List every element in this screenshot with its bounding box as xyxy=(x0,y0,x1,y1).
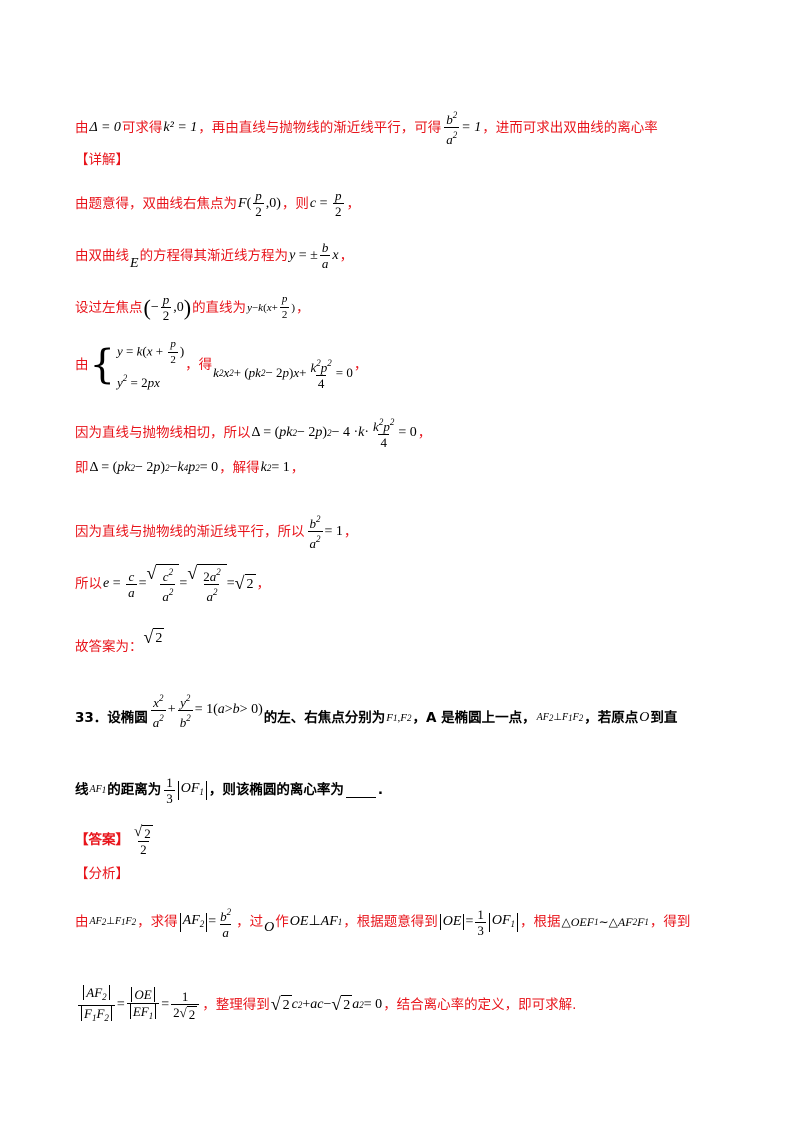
math-E: E xyxy=(130,255,139,271)
text: ，结合离心率的定义，即可求解. xyxy=(383,997,577,1013)
answer-blank xyxy=(345,783,376,798)
analysis-line-11: 由 AF 2 ⊥ F 1 F 2 ，求得 AF2 = b2 a ，过 O 作 OE ⊥ AF 1 ，… xyxy=(75,905,760,940)
text: 由双曲线 xyxy=(75,247,129,264)
eq-one: = 1 xyxy=(461,119,482,135)
text: ，若原点 xyxy=(584,710,639,726)
text: ，根据 xyxy=(520,914,561,930)
text: ，过 xyxy=(236,914,264,930)
math-k-squared: k² = 1 xyxy=(163,119,198,135)
text: ， xyxy=(290,460,305,476)
text: ， xyxy=(353,357,368,373)
detail-line-9: 所以 e = c a = √ c2 a2 = √ 2a2 a2 = √ 2 ， xyxy=(75,564,760,604)
text: 即 xyxy=(75,460,89,476)
math-b2-a2: b2 a2 = 1 xyxy=(444,110,482,147)
text: ， xyxy=(296,299,310,316)
heading: 【分析】 xyxy=(75,866,129,882)
math-line: y − k(x + p 2) xyxy=(247,293,296,321)
text: 的距离为 xyxy=(107,782,162,798)
analysis-line-12: AF2 F1F2 = OE EF1 = 1 2 √ 2 ，整理得到 √ 2 c 2 + ac − √ 2 a… xyxy=(75,984,760,1026)
text: ，整理得到 xyxy=(202,997,270,1013)
analysis-line-1: 由 Δ = 0 可求得 k² = 1 ，再由直线与抛物线的渐近线平行，可得 b2… xyxy=(75,108,760,147)
text: 由题意得，双曲线右焦点为 xyxy=(75,195,237,212)
answer-label: 【答案】 xyxy=(75,832,129,848)
math-perp: AF 2 ⊥ F 1 F 2 xyxy=(536,712,584,723)
question-33-line-2: 线 AF 1 的距离为 1 3 OF1 ，则该椭圆的离心率为 . xyxy=(75,775,760,806)
text: ，再由直线与抛物线的渐近线平行，可得 xyxy=(198,119,442,136)
heading: 【详解】 xyxy=(75,152,129,168)
text: ，得 xyxy=(185,357,213,373)
math-eccentricity: e = c a = √ c2 a2 = √ 2a2 a2 = √ 2 xyxy=(103,563,256,604)
text: 设过左焦点 xyxy=(75,299,143,316)
text: 由 xyxy=(75,914,89,930)
text: ，求得 xyxy=(137,914,178,930)
text: 所以 xyxy=(75,576,102,592)
text: ，根据题意得到 xyxy=(343,914,438,930)
text: 故答案为： xyxy=(75,638,143,655)
detail-line-4: 设过左焦点 (− p 2,0) 的直线为 y − k(x + p 2) ， xyxy=(75,292,760,323)
math-equation: √ 2 c 2 + ac − √ 2 a 2 = 0 xyxy=(270,993,383,1014)
math-answer-value: √ 2 2 xyxy=(134,823,153,857)
detail-line-10: 故答案为： √ 2 xyxy=(75,628,760,657)
math-similar: △ OEF 1 ∼△ AF 2 F 1 xyxy=(561,915,649,929)
math-OE-eq: OE = 1 3 OF1 xyxy=(439,907,519,938)
answer-line: 【答案】 √ 2 2 xyxy=(75,820,760,860)
text: ， xyxy=(346,195,361,212)
math-ellipse: x2 a2 + y2 b2 = 1(a > b > 0) xyxy=(150,692,263,730)
text: ， xyxy=(256,576,271,592)
math-discriminant: Δ = (pk 2 − 2 p) 2 − 4 · k · k2p2 4 = 0 xyxy=(251,417,417,450)
math-AF2: AF2 = b2 a xyxy=(179,905,236,940)
text: . xyxy=(377,782,384,798)
text: 由 xyxy=(75,119,89,136)
text: ，进而可求出双曲线的离心率 xyxy=(482,119,658,136)
math-delta-zero: Δ = 0 xyxy=(89,119,121,135)
math-O-2: O xyxy=(264,920,275,935)
text: 因为直线与抛物线的渐近线平行，所以 xyxy=(75,523,305,540)
math-ratio: AF2 F1F2 = OE EF1 = 1 2 √ 2 xyxy=(76,984,201,1026)
math-system: { y = k(x + p 2) y2 = 2px xyxy=(89,338,185,390)
text: ， xyxy=(343,523,358,540)
text: 的方程得其渐近线方程为 xyxy=(139,247,289,264)
text: ，A 是椭圆上一点， xyxy=(412,710,536,726)
detail-line-3: 由双曲线 E 的方程得其渐近线方程为 y = ± b a x ， xyxy=(75,240,760,271)
math-AF1: AF 1 xyxy=(89,784,107,795)
text: 由 xyxy=(75,357,89,373)
text: 到直 xyxy=(650,710,678,726)
math-focus: F(p 2,0) xyxy=(238,188,281,219)
text: 的左、右焦点分别为 xyxy=(263,710,386,726)
math-distance: 1 3 OF1 xyxy=(162,775,208,806)
text: ， xyxy=(417,424,432,441)
text: ，得到 xyxy=(649,914,691,930)
math-O: O xyxy=(639,710,650,725)
detail-line-8: 因为直线与抛物线的渐近线平行，所以 b2 a2 = 1 ， xyxy=(75,512,760,551)
text: 因为直线与抛物线相切，所以 xyxy=(75,424,251,441)
text: 可求得 xyxy=(121,119,163,136)
text: ， xyxy=(339,247,354,264)
math-asymptote: y = ± b a x xyxy=(289,240,339,271)
detail-line-6: 因为直线与抛物线相切，所以 Δ = (pk 2 − 2 p) 2 − 4 · k · k… xyxy=(75,415,760,450)
text: 线 xyxy=(75,782,89,798)
math-perp-2: AF 2 ⊥ F 1 F 2 xyxy=(89,916,137,927)
question-number: 33．设椭圆 xyxy=(75,710,148,726)
analysis-heading: 【分析】 xyxy=(75,864,760,884)
text: ，则该椭圆的离心率为 xyxy=(208,782,344,798)
text: 的直线为 xyxy=(192,299,247,316)
text: ，则 xyxy=(281,195,309,212)
math-OE-perp: OE ⊥ AF 1 xyxy=(289,914,343,929)
math-b2a2: b2 a2 = 1 xyxy=(307,514,343,551)
text: 作 xyxy=(275,914,289,930)
detail-heading: 【详解】 xyxy=(75,150,760,170)
text: ，解得 xyxy=(219,460,260,476)
math-left-focus: (− p 2,0) xyxy=(143,292,192,323)
question-33-line-1: 33．设椭圆 x2 a2 + y2 b2 = 1(a > b > 0) 的左、右焦点分别为… xyxy=(75,693,760,736)
math-answer-sqrt2: √ 2 xyxy=(143,627,165,647)
